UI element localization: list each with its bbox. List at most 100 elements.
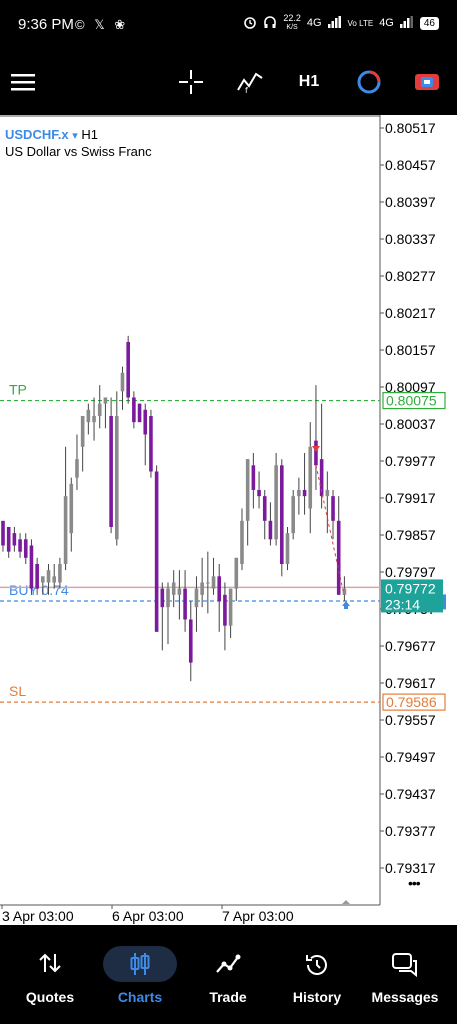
order-price-box (382, 693, 446, 711)
price-tick-label: 0.79797 (385, 564, 436, 580)
candle-body (171, 582, 176, 595)
candle-body (35, 563, 39, 589)
hamburger-icon (11, 74, 35, 91)
candle-body (302, 489, 307, 497)
current-price-edge (443, 594, 446, 610)
chart-toolbar: f H1 (0, 50, 457, 115)
net-speed-value: 22.2 (283, 13, 301, 23)
candle-body (194, 588, 199, 608)
indicators-button[interactable]: f (234, 62, 266, 102)
price-tick-label: 0.80457 (385, 157, 436, 173)
nav-messages[interactable]: Messages (360, 925, 450, 1024)
candle-body (52, 576, 57, 583)
chart-area[interactable]: USDCHF.x ▾ H1 US Dollar vs Swiss Franc 0… (0, 115, 457, 925)
buy-arrow-icon (342, 601, 350, 609)
symbol-description: US Dollar vs Swiss Franc (5, 144, 152, 159)
price-tick-label: 0.79917 (385, 490, 436, 506)
candle-body (274, 465, 278, 540)
price-tick-label: 0.80217 (385, 305, 436, 321)
nav-history[interactable]: History (272, 925, 362, 1024)
time-label: 7 Apr 03:00 (222, 908, 294, 924)
candle-body (126, 341, 130, 398)
candle-body (342, 588, 347, 595)
candle-body (132, 397, 136, 423)
candle-body (297, 489, 301, 497)
candle-body (245, 459, 250, 521)
nav-label: Trade (209, 989, 247, 1005)
candle-body (291, 496, 295, 534)
candle-body (228, 588, 233, 626)
candle-body (63, 496, 68, 564)
nav-charts[interactable]: Charts (95, 925, 185, 1024)
signal-icon-2 (399, 15, 414, 31)
notification-icons: © 𝕏 ❀ (75, 17, 129, 32)
candle-body (41, 576, 45, 583)
nav-label: Quotes (25, 989, 75, 1005)
candle-body (223, 594, 227, 626)
order-price-label: 0.79586 (386, 694, 437, 710)
timeframe-button[interactable]: H1 (298, 73, 320, 90)
trade-history-line (315, 465, 345, 595)
candle-body (240, 520, 244, 564)
candle-body (211, 576, 216, 589)
status-time: 9:36 PM (18, 16, 74, 33)
candle-body (251, 465, 256, 490)
order-line-label: TP (9, 382, 27, 398)
sell-arrow-icon (312, 446, 320, 452)
more-icon[interactable]: ••• (408, 875, 421, 891)
nav-quotes[interactable]: Quotes (5, 925, 95, 1024)
candle-body (75, 459, 79, 478)
candle-body (103, 397, 108, 404)
crosshair-icon (179, 70, 203, 94)
chart-symbol-row[interactable]: USDCHF.x ▾ H1 (5, 127, 98, 142)
history-icon (306, 955, 327, 975)
price-tick-label: 0.79377 (385, 823, 436, 839)
candle-body (115, 415, 119, 540)
candle-body (109, 415, 113, 527)
candle-body (188, 619, 193, 663)
candle-body (336, 520, 341, 595)
net-speed-unit: K/S (286, 24, 298, 31)
nav-trade[interactable]: Trade (183, 925, 273, 1024)
circle-icon (357, 70, 381, 94)
menu-button[interactable] (8, 62, 38, 102)
candle-body (18, 539, 22, 552)
candle-body (149, 415, 153, 472)
candle-body (262, 496, 267, 521)
candle-body (97, 403, 102, 416)
candle-body (308, 446, 313, 509)
candle-body (325, 489, 330, 497)
order-price-label: 0.80075 (386, 393, 437, 409)
symbol-name[interactable]: USDCHF.x (5, 127, 69, 142)
candle-body (23, 539, 28, 558)
candle-body (331, 496, 335, 521)
active-tab-pill (103, 946, 177, 982)
price-tick-label: 0.79977 (385, 453, 436, 469)
price-tick-label: 0.80517 (385, 120, 436, 136)
candle-body (12, 533, 17, 546)
price-tick-label: 0.80397 (385, 194, 436, 210)
symbol-dropdown-icon[interactable]: ▾ (72, 130, 78, 142)
current-price-label: 0.79772 (385, 580, 436, 596)
trade-icon (415, 74, 439, 90)
candle-body (177, 588, 182, 595)
price-tick-label: 0.79677 (385, 638, 436, 654)
candle-body (234, 557, 239, 589)
trade-button[interactable] (412, 62, 442, 102)
candle-body (160, 588, 165, 608)
objects-button[interactable] (354, 62, 384, 102)
status-bar: 9:36 PM © 𝕏 ❀ 22.2 K/S 4G Vo LTE 4G 46 (0, 0, 457, 50)
svg-text:f: f (245, 86, 248, 94)
price-tick-label: 0.80097 (385, 379, 436, 395)
crosshair-button[interactable] (176, 62, 206, 102)
candlestick-chart[interactable]: 0.80517 0.80457 0.80397 0.80337 0.80277 0.802… (0, 115, 457, 925)
nav-label: Charts (117, 989, 163, 1005)
candle-body (143, 409, 148, 435)
nav-label: Messages (371, 989, 439, 1005)
order-line-label: SL (9, 683, 26, 699)
candle-body (154, 471, 159, 632)
candle-body (206, 582, 210, 584)
candle-body (200, 582, 204, 595)
lte-label: Vo LTE (347, 18, 374, 28)
quotes-icon (39, 953, 61, 973)
